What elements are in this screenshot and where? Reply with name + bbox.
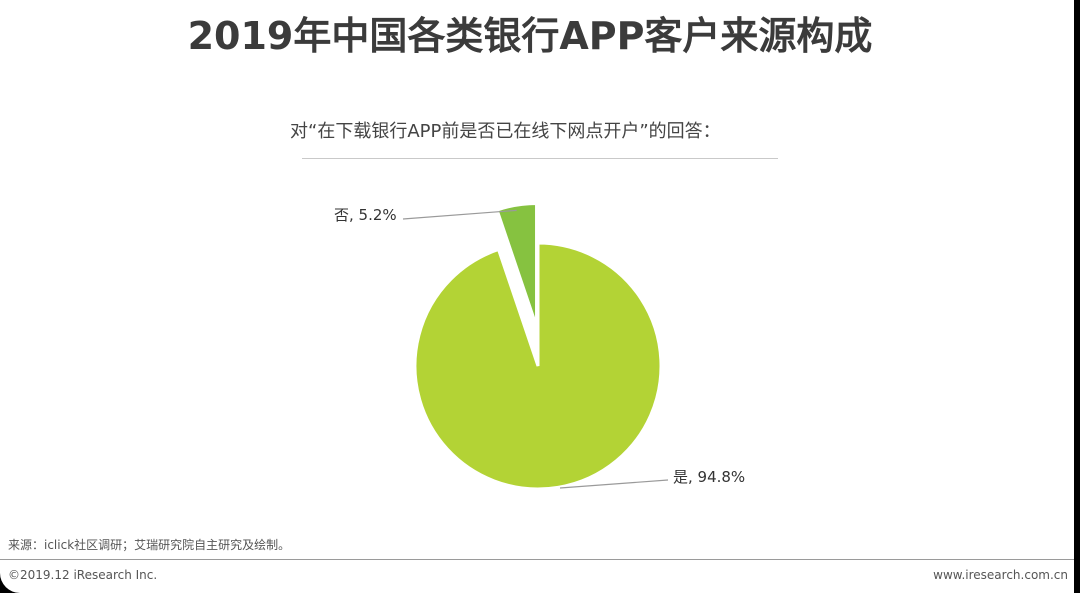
pie-slice-yes [413, 241, 663, 491]
slice-label-no: 否, 5.2% [334, 206, 397, 224]
source-note: 来源：iclick社区调研；艾瑞研究院自主研究及绘制。 [8, 538, 291, 552]
footer-divider [0, 559, 1074, 560]
leader-line-no [402, 209, 517, 220]
copyright-text: ©2019.12 iResearch Inc. [8, 568, 158, 582]
subtitle-divider [302, 158, 778, 159]
page-title: 2019年中国各类银行APP客户来源构成 [187, 14, 873, 58]
leader-line-yes [559, 479, 669, 489]
slice-label-yes: 是, 94.8% [673, 468, 746, 486]
website-link[interactable]: www.iresearch.com.cn [933, 568, 1068, 582]
pie-slice-no [495, 202, 539, 328]
chart-subtitle: 对“在下载银行APP前是否已在线下网点开户”的回答： [290, 121, 721, 142]
